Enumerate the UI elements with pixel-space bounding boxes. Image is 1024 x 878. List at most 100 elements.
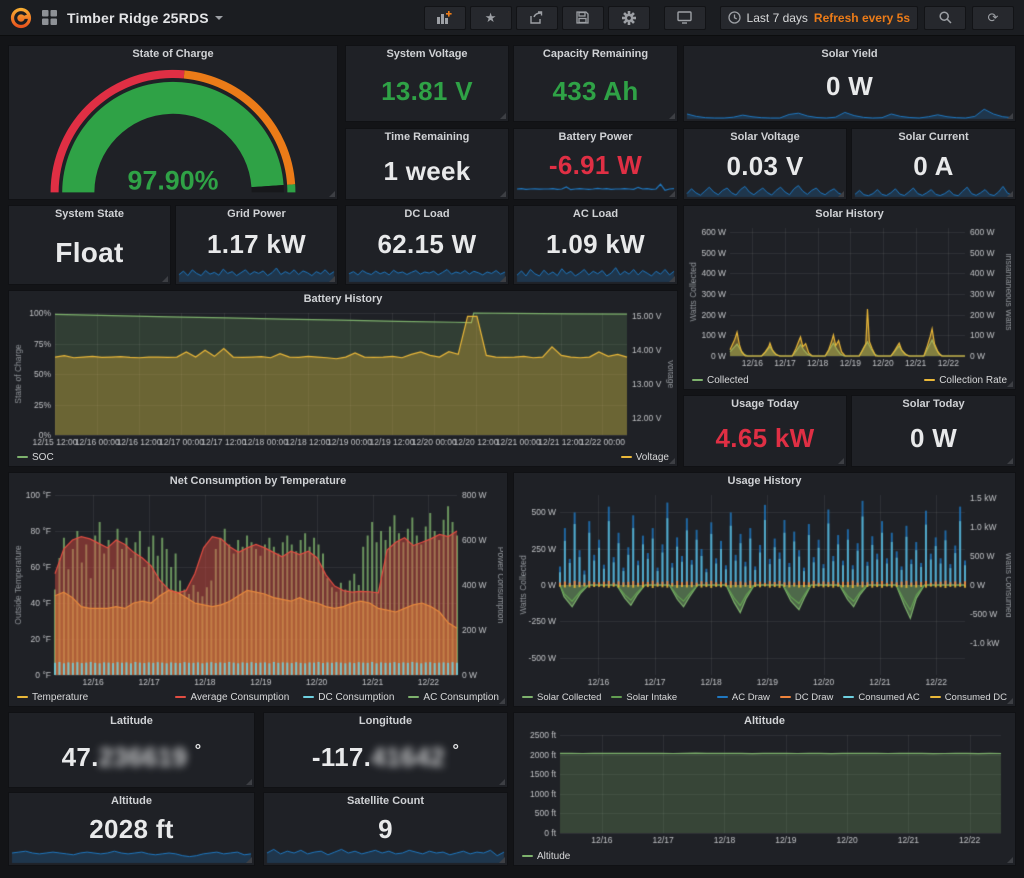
stat-value: Float (55, 236, 124, 268)
clock-icon (727, 11, 741, 24)
add-panel-button[interactable] (423, 5, 466, 30)
panel-title[interactable]: Usage Today (731, 398, 799, 410)
gear-button[interactable] (607, 5, 650, 30)
net-consumption-chart[interactable] (13, 490, 503, 688)
refresh-interval-label: Refresh every 5s (813, 10, 910, 25)
panel-battery-history: Battery History SOC Voltage (8, 290, 678, 467)
legend-item[interactable]: AC Consumption (408, 690, 499, 704)
legend-item[interactable]: DC Consumption (303, 690, 394, 704)
sparkline (516, 180, 675, 198)
panel-title[interactable]: System State (54, 208, 125, 220)
legend-item[interactable]: SOC (17, 450, 54, 464)
panel-usage-history: Usage History Solar Collected Solar Inta… (513, 472, 1016, 707)
sparkline (348, 261, 506, 283)
panel-capacity-remaining: Capacity Remaining 433 Ah (513, 45, 678, 122)
panel-title[interactable]: AC Load (572, 208, 619, 220)
blurred-digits: 41642 (371, 742, 445, 772)
stat-value: 0 W (825, 70, 874, 101)
usage-history-chart[interactable] (518, 490, 1011, 688)
panel-title[interactable]: Solar Today (902, 398, 965, 410)
stat-value: 13.81 V (381, 75, 473, 106)
panel-title[interactable]: Net Consumption by Temperature (169, 475, 347, 487)
legend-item[interactable]: DC Draw (779, 690, 833, 704)
panel-title[interactable]: System Voltage (386, 48, 468, 60)
panel-title[interactable]: Time Remaining (384, 131, 470, 143)
panel-title[interactable]: Altitude (111, 795, 152, 807)
legend-item[interactable]: Consumed AC (843, 690, 920, 704)
stat-value: 1 week (383, 156, 471, 186)
search-button[interactable] (924, 5, 966, 30)
grafana-logo-icon[interactable] (10, 7, 32, 29)
stat-value: 433 Ah (552, 75, 639, 106)
legend-item[interactable]: Collection Rate (924, 373, 1007, 387)
panel-satellite-count: Satellite Count 9 (263, 792, 508, 866)
legend-item[interactable]: Collected (692, 373, 749, 387)
legend-item[interactable]: Solar Intake (611, 690, 677, 704)
panel-title[interactable]: Solar Yield (821, 48, 878, 60)
sparkline (516, 261, 675, 283)
panel-title[interactable]: Usage History (727, 475, 802, 487)
time-range-label: Last 7 days (746, 10, 808, 25)
panel-title[interactable]: Satellite Count (346, 795, 424, 807)
panel-state-of-charge: State of Charge 97.90% (8, 45, 338, 200)
sparkline (266, 842, 505, 864)
stat-value: 0.03 V (726, 151, 804, 181)
legend-item[interactable]: Solar Collected (522, 690, 601, 704)
tv-mode-button[interactable] (663, 5, 706, 30)
time-range-picker[interactable]: Last 7 days Refresh every 5s (719, 5, 918, 30)
panel-title[interactable]: Battery Power (558, 131, 633, 143)
stat-value: 2028 ft (89, 814, 174, 844)
panel-system-voltage: System Voltage 13.81 V (345, 45, 509, 122)
panel-title[interactable]: Capacity Remaining (542, 48, 649, 60)
panel-solar-history: Solar History Collected Collection Rate (683, 205, 1016, 390)
panel-title[interactable]: Latitude (110, 715, 153, 727)
stat-value: 0 A (913, 151, 954, 181)
panel-title[interactable]: State of Charge (132, 48, 214, 60)
legend-item[interactable]: Temperature (17, 690, 88, 704)
panel-title[interactable]: Solar History (815, 208, 884, 220)
dashboard-grid-icon[interactable] (42, 10, 57, 25)
stat-value: 62.15 W (377, 229, 477, 259)
share-button[interactable] (515, 5, 558, 30)
star-button[interactable]: ★ (469, 5, 512, 30)
solar-history-chart[interactable] (688, 223, 1011, 369)
panel-title[interactable]: Longitude (358, 715, 413, 727)
panel-solar-yield: Solar Yield 0 W (683, 45, 1016, 122)
panel-title[interactable]: Solar Voltage (730, 131, 800, 143)
panel-altitude-chart: Altitude Altitude (513, 712, 1016, 866)
navbar: Timber Ridge 25RDS ★ Last 7 days Refresh… (0, 0, 1024, 36)
stat-value: 1.09 kW (546, 229, 645, 259)
soc-gauge[interactable]: 97.90% (9, 64, 337, 195)
legend-item[interactable]: AC Draw (716, 690, 770, 704)
panel-solar-current: Solar Current 0 A (851, 128, 1016, 200)
altitude-chart[interactable] (518, 730, 1011, 846)
panel-title[interactable]: Grid Power (227, 208, 286, 220)
legend-item[interactable]: Average Consumption (175, 690, 289, 704)
svg-text:97.90%: 97.90% (128, 166, 219, 195)
panel-grid-power: Grid Power 1.17 kW (175, 205, 338, 285)
stat-value: -6.91 W (548, 150, 643, 180)
panel-title[interactable]: Solar Current (898, 131, 969, 143)
sparkline (854, 178, 1013, 198)
panel-title[interactable]: Battery History (303, 293, 383, 305)
panel-title[interactable]: Altitude (744, 715, 785, 727)
stat-value: 0 W (909, 423, 958, 453)
legend-item[interactable]: Consumed DC (929, 690, 1007, 704)
panel-ac-load: AC Load 1.09 kW (513, 205, 678, 285)
panel-title[interactable]: DC Load (404, 208, 450, 220)
save-button[interactable] (561, 5, 604, 30)
panel-usage-today: Usage Today 4.65 kW (683, 395, 847, 467)
refresh-button[interactable]: ⟳ (972, 5, 1014, 30)
battery-history-chart[interactable] (13, 308, 673, 448)
panel-net-consumption: Net Consumption by Temperature Temperatu… (8, 472, 508, 707)
panel-longitude: Longitude -117.41642 ° (263, 712, 508, 788)
dashboard-title[interactable]: Timber Ridge 25RDS (67, 10, 223, 26)
legend-item[interactable]: Voltage (620, 450, 669, 464)
legend-item[interactable]: Altitude (522, 849, 570, 863)
panel-battery-power: Battery Power -6.91 W (513, 128, 678, 200)
stat-value: 47.236619 ° (61, 742, 202, 772)
panel-solar-today: Solar Today 0 W (851, 395, 1016, 467)
panel-system-state: System State Float (8, 205, 171, 285)
stat-value: 9 (378, 814, 393, 844)
